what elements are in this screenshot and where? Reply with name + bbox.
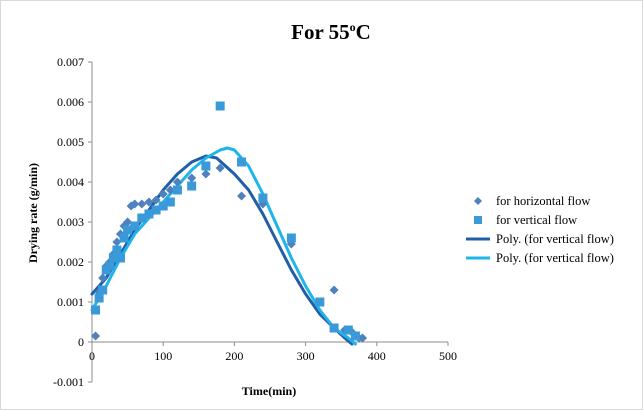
horizontal-flow-point xyxy=(91,331,101,341)
chart-title-superscript: o xyxy=(350,20,356,34)
y-tick-label: 0.007 xyxy=(57,55,84,69)
vertical-flow-point xyxy=(94,293,104,303)
chart-title-suffix: C xyxy=(356,20,371,44)
trendline-3 xyxy=(90,146,357,346)
x-tick-label: 200 xyxy=(225,349,243,363)
horizontal-flow-point xyxy=(151,195,161,205)
vertical-flow-point xyxy=(98,285,108,295)
horizontal-flow-point xyxy=(358,333,368,343)
x-tick-label: 400 xyxy=(368,349,386,363)
horizontal-flow-point xyxy=(201,169,211,179)
horizontal-flow-point xyxy=(158,189,168,199)
y-tick-label: 0.006 xyxy=(57,95,84,109)
y-tick-label: 0.001 xyxy=(57,295,84,309)
horizontal-flow-point xyxy=(130,199,140,209)
vertical-flow-point xyxy=(105,261,115,271)
vertical-flow-point xyxy=(137,213,147,223)
horizontal-flow-point xyxy=(215,163,225,173)
vertical-flow-point xyxy=(172,185,182,195)
horizontal-flow-point xyxy=(165,185,175,195)
vertical-flow-point xyxy=(343,325,353,335)
vertical-flow-point xyxy=(350,331,360,341)
vertical-flow-point xyxy=(237,157,247,167)
y-tick-label: 0.004 xyxy=(57,175,84,189)
vertical-flow-point xyxy=(215,101,225,111)
y-tick-label: 0.005 xyxy=(57,135,84,149)
vertical-flow-point xyxy=(130,221,140,231)
horizontal-flow-point xyxy=(137,199,147,209)
vertical-flow-point xyxy=(115,253,125,263)
vertical-flow-point xyxy=(112,245,122,255)
vertical-flow-point xyxy=(165,197,175,207)
vertical-flow-point xyxy=(144,209,154,219)
vertical-flow-point xyxy=(108,253,118,263)
legend-diamond-swatch xyxy=(474,197,482,205)
vertical-flow-point xyxy=(329,323,339,333)
vertical-flow-point xyxy=(158,201,168,211)
vertical-flow-point xyxy=(119,233,129,243)
x-tick-label: 500 xyxy=(439,349,457,363)
horizontal-flow-point xyxy=(112,237,122,247)
legend-label: Poly. (for vertical flow) xyxy=(496,232,614,246)
vertical-flow-point xyxy=(315,297,325,307)
chart-title: For 55oC xyxy=(291,20,371,44)
y-axis-title: Drying rate (g/min) xyxy=(26,163,40,263)
legend-square-swatch xyxy=(474,216,482,224)
x-tick-label: 100 xyxy=(154,349,172,363)
legend-label: for horizontal flow xyxy=(496,194,590,208)
horizontal-flow-point xyxy=(329,285,339,295)
horizontal-flow-point xyxy=(144,197,154,207)
x-tick-label: 300 xyxy=(297,349,315,363)
vertical-flow-point xyxy=(123,225,133,235)
legend: for horizontal flow for vertical flow Poly… xyxy=(466,194,614,265)
horizontal-flow-point xyxy=(123,217,133,227)
horizontal-flow-point xyxy=(237,191,247,201)
chart-title-prefix: For 55 xyxy=(291,20,350,44)
vertical-flow-point xyxy=(91,305,101,315)
horizontal-flow-point xyxy=(172,177,182,187)
legend-label: for vertical flow xyxy=(496,213,577,227)
trendline-2 xyxy=(90,154,354,346)
vertical-flow-point xyxy=(201,161,211,171)
vertical-flow-point xyxy=(258,193,268,203)
y-tick-label: -0.001 xyxy=(53,375,84,389)
legend-label: Poly. (for vertical flow) xyxy=(496,251,614,265)
y-tick-label: 0.003 xyxy=(57,215,84,229)
vertical-flow-point xyxy=(151,205,161,215)
horizontal-flow-point xyxy=(187,173,197,183)
plot-area: -0.001 0 0.001 0.002 0.003 0.004 0.005 0.006 0.0… xyxy=(53,55,457,389)
vertical-flow-point xyxy=(286,233,296,243)
horizontal-flow-point xyxy=(98,273,108,283)
x-tick-label: 0 xyxy=(89,349,95,363)
y-tick-label: 0.002 xyxy=(57,255,84,269)
x-axis-title: Time(min) xyxy=(242,384,296,398)
vertical-flow-point xyxy=(187,181,197,191)
y-tick-label: 0 xyxy=(78,335,84,349)
